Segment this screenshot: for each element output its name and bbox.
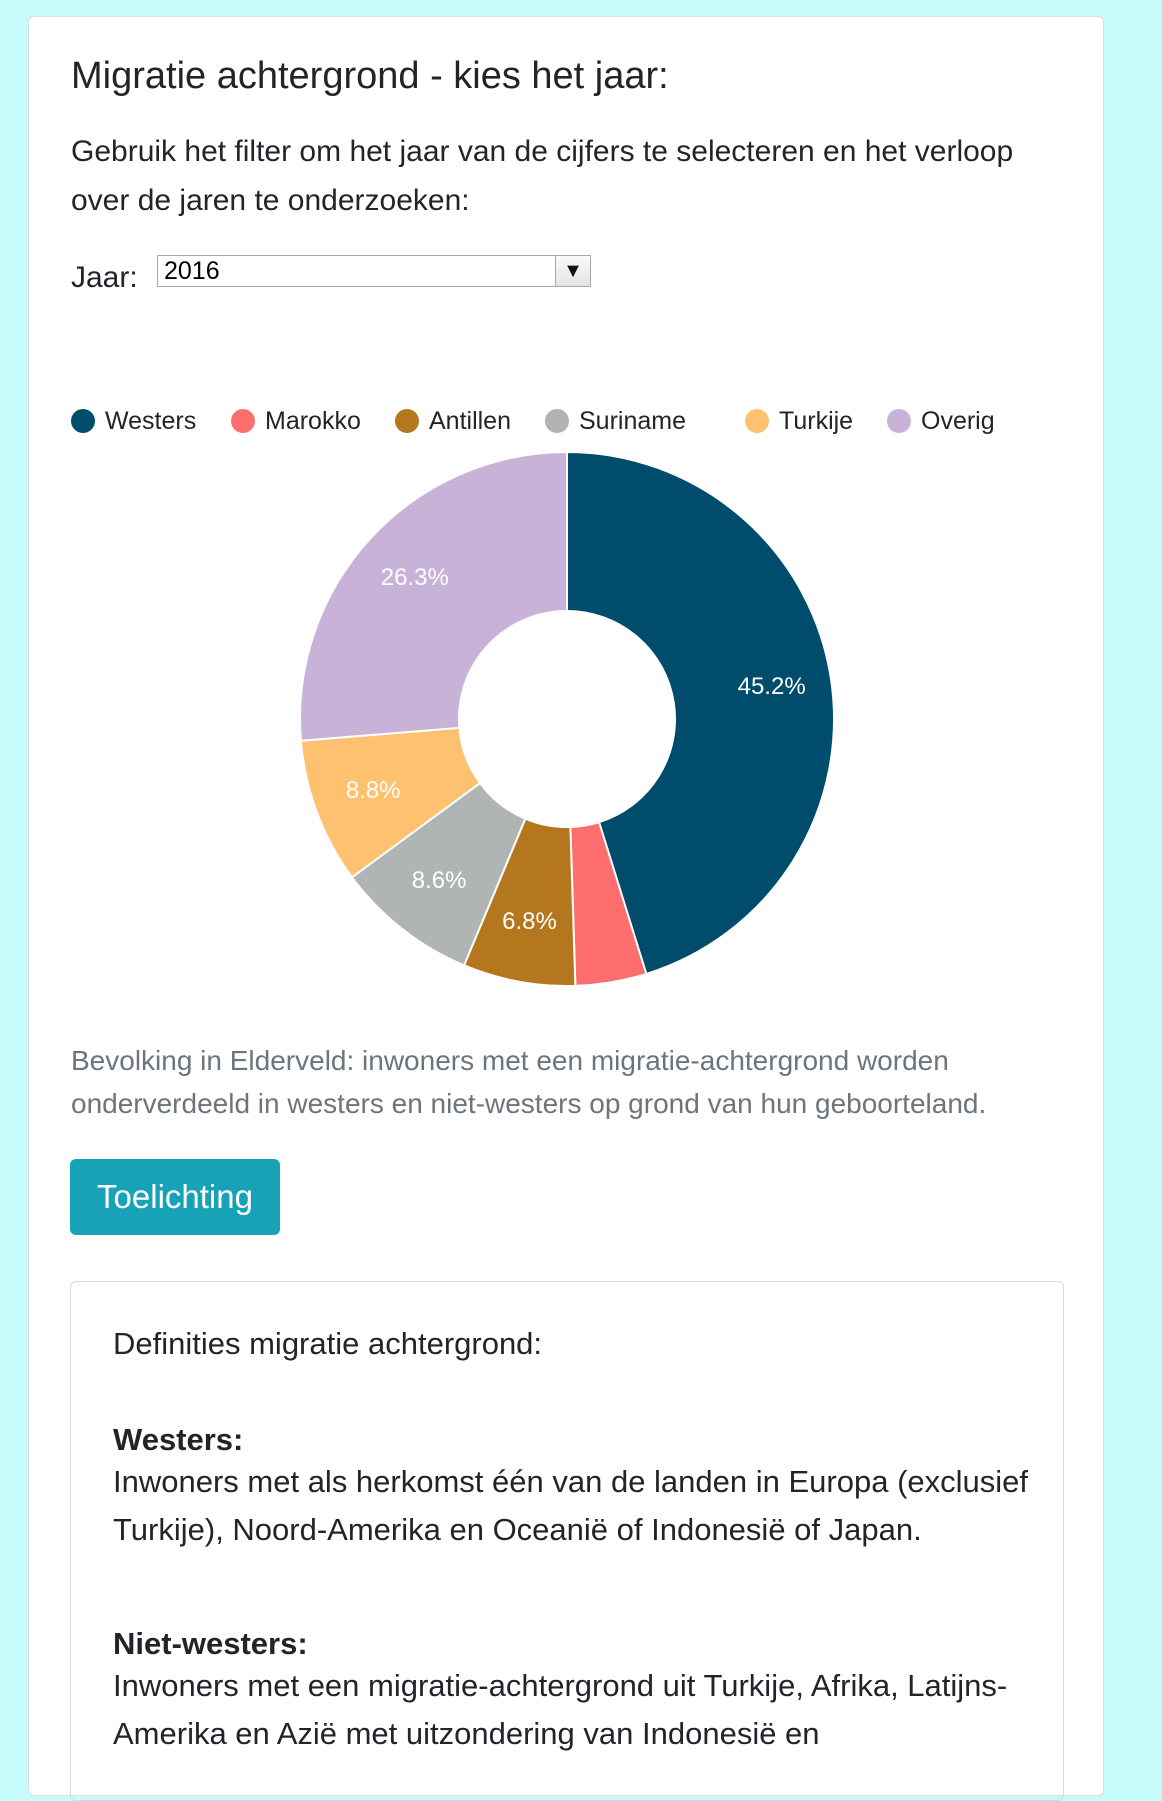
content-card: Migratie achtergrond - kies het jaar: Ge… — [28, 16, 1104, 1801]
slice-label-antillen: 6.8% — [502, 908, 557, 935]
legend-label-marokko: Marokko — [265, 407, 361, 435]
definition-term-niet-westers: Niet-westers: — [113, 1626, 308, 1661]
definitions-panel: Definities migratie achtergrond: Westers… — [70, 1281, 1064, 1801]
page-title: Migratie achtergrond - kies het jaar: — [71, 55, 669, 97]
legend-dot-turkije — [745, 409, 769, 433]
legend-label-suriname: Suriname — [579, 407, 686, 435]
definition-text-niet-westers: Inwoners met een migratie-achtergrond ui… — [113, 1668, 1008, 1751]
slice-label-suriname: 8.6% — [412, 867, 467, 894]
toelichting-button[interactable]: Toelichting — [70, 1159, 280, 1235]
year-label: Jaar: — [71, 261, 138, 294]
legend-label-overig: Overig — [921, 407, 995, 435]
legend-dot-overig — [887, 409, 911, 433]
year-select[interactable]: 2016 ▼ — [157, 255, 591, 287]
slice-label-turkije: 8.8% — [346, 777, 401, 804]
slice-westers[interactable] — [566, 450, 835, 976]
legend-dot-marokko — [231, 409, 255, 433]
slice-overig[interactable] — [299, 450, 568, 742]
slice-label-westers: 45.2% — [738, 673, 806, 700]
legend-label-westers: Westers — [105, 407, 197, 435]
year-select-value: 2016 — [164, 257, 220, 285]
definitions-title: Definities migratie achtergrond: — [113, 1326, 543, 1361]
legend-dot-suriname — [545, 409, 569, 433]
intro-text: Gebruik het filter om het jaar van de ci… — [71, 135, 1014, 217]
legend-label-turkije: Turkije — [779, 407, 854, 435]
definition-text-westers: Inwoners met als herkomst één van de lan… — [113, 1464, 1028, 1547]
legend-dot-antillen — [395, 409, 419, 433]
definition-term-westers: Westers: — [113, 1422, 244, 1457]
chevron-down-icon[interactable]: ▼ — [555, 256, 590, 286]
legend-dot-westers — [71, 409, 95, 433]
chart-caption: Bevolking in Elderveld: inwoners met een… — [71, 1045, 987, 1119]
donut-chart: 45.2% 6.8% 8.6% 8.8% 26.3% — [299, 450, 835, 987]
legend-label-antillen: Antillen — [429, 407, 511, 435]
slice-label-overig: 26.3% — [381, 564, 449, 591]
